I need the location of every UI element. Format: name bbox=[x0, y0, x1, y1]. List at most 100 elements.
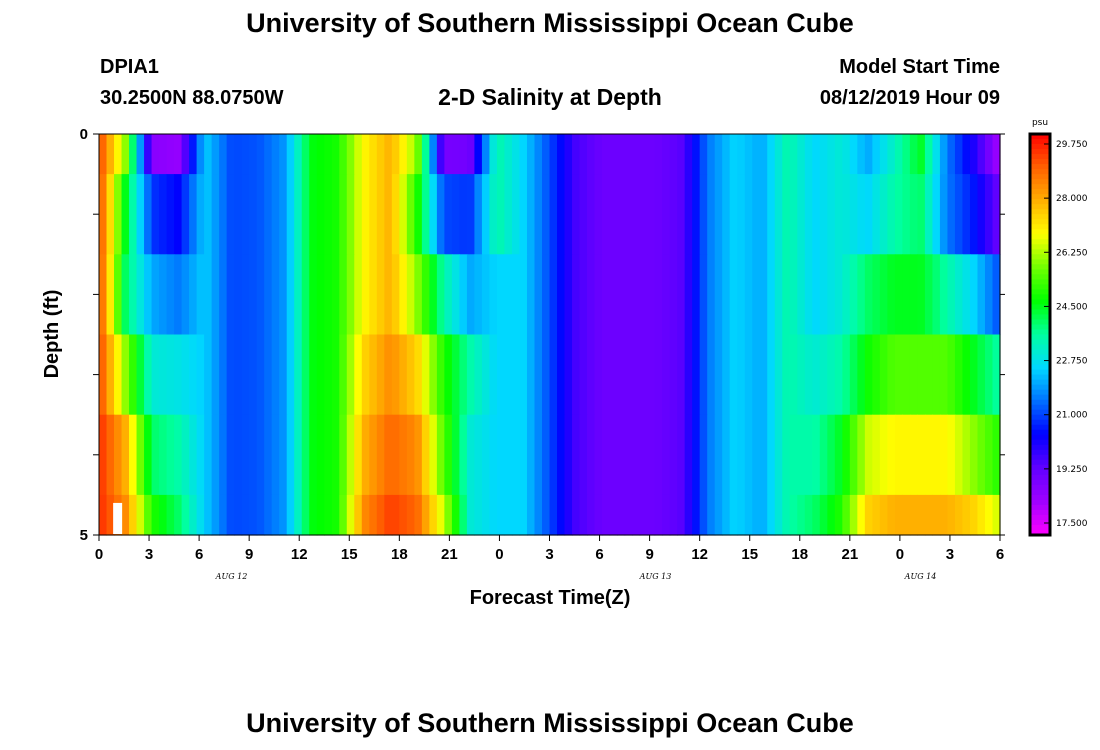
heatmap-cell bbox=[737, 174, 746, 255]
heatmap-cell bbox=[789, 334, 798, 416]
heatmap-cell bbox=[617, 254, 626, 336]
heatmap-cell bbox=[181, 174, 190, 255]
heatmap-cell bbox=[782, 254, 791, 336]
colorbar-swatch bbox=[1030, 319, 1050, 326]
heatmap-cell bbox=[729, 414, 738, 496]
heatmap-cell bbox=[594, 414, 603, 496]
heatmap-cell bbox=[587, 334, 596, 416]
heatmap-cell bbox=[504, 494, 513, 536]
heatmap-cell bbox=[669, 134, 678, 175]
heatmap-cell bbox=[722, 134, 731, 175]
heatmap-cell bbox=[339, 494, 348, 536]
heatmap-cell bbox=[421, 254, 430, 336]
heatmap-cell bbox=[572, 174, 581, 255]
heatmap-cell bbox=[819, 494, 828, 536]
heatmap-cell bbox=[677, 254, 686, 336]
heatmap-cell bbox=[879, 254, 888, 336]
heatmap-cell bbox=[804, 494, 813, 536]
heatmap-cell bbox=[369, 174, 378, 255]
heatmap-cell bbox=[834, 174, 843, 255]
colorbar-swatch bbox=[1030, 354, 1050, 361]
heatmap-cell bbox=[647, 254, 656, 336]
heatmap-cell bbox=[932, 134, 941, 175]
heatmap-cell bbox=[256, 134, 265, 175]
y-axis-title: Depth (ft) bbox=[41, 290, 63, 379]
colorbar-unit: psu bbox=[1032, 118, 1048, 128]
heatmap-cell bbox=[962, 494, 971, 536]
heatmap-cell bbox=[129, 254, 138, 336]
heatmap-cell bbox=[226, 134, 235, 175]
colorbar-swatch bbox=[1030, 249, 1050, 255]
heatmap-cell bbox=[286, 494, 295, 536]
heatmap-cell bbox=[744, 414, 753, 496]
heatmap-cell bbox=[609, 334, 618, 416]
heatmap-cell bbox=[99, 334, 108, 416]
heatmap-cell bbox=[767, 254, 776, 336]
heatmap-cell bbox=[722, 334, 731, 416]
heatmap-cell bbox=[587, 494, 596, 536]
heatmap-cell bbox=[632, 414, 641, 496]
heatmap-cell bbox=[204, 494, 213, 536]
heatmap-cell bbox=[159, 334, 168, 416]
heatmap-cell bbox=[842, 254, 851, 336]
heatmap-cell bbox=[647, 494, 656, 536]
heatmap-cell bbox=[572, 494, 581, 536]
x-tick-label: 6 bbox=[595, 546, 603, 563]
heatmap-cell bbox=[519, 414, 528, 496]
heatmap-cell bbox=[729, 174, 738, 255]
heatmap-cell bbox=[369, 494, 378, 536]
heatmap-cell bbox=[954, 134, 964, 175]
heatmap-cell bbox=[887, 174, 896, 255]
colorbar-swatch bbox=[1030, 199, 1050, 205]
heatmap-cell bbox=[669, 174, 678, 255]
heatmap-cell bbox=[789, 254, 798, 336]
colorbar-swatch bbox=[1030, 179, 1050, 185]
heatmap-cell bbox=[932, 334, 941, 416]
heatmap-cell bbox=[639, 134, 648, 175]
colorbar-swatch bbox=[1030, 419, 1050, 426]
colorbar-swatch bbox=[1030, 334, 1050, 341]
heatmap-cell bbox=[917, 254, 926, 336]
heatmap-cell bbox=[804, 254, 813, 336]
chart-subtitle: 2-D Salinity at Depth bbox=[438, 84, 662, 110]
colorbar-swatch bbox=[1030, 484, 1050, 491]
heatmap-cell bbox=[211, 254, 220, 336]
heatmap-cell bbox=[879, 494, 888, 536]
heatmap-cell bbox=[684, 174, 693, 255]
heatmap-cell bbox=[602, 334, 611, 416]
heatmap-cell bbox=[812, 414, 821, 496]
heatmap-cell bbox=[924, 134, 934, 175]
heatmap-cell bbox=[279, 334, 288, 416]
heatmap-cell bbox=[917, 494, 926, 536]
heatmap-cell bbox=[782, 494, 791, 536]
heatmap-cell bbox=[624, 254, 633, 336]
heatmap-cell bbox=[887, 494, 896, 536]
heatmap-cell bbox=[526, 174, 536, 255]
heatmap-cell bbox=[662, 334, 671, 416]
heatmap-cell bbox=[541, 334, 551, 416]
heatmap-cell bbox=[872, 414, 881, 496]
heatmap-cell bbox=[977, 414, 986, 496]
heatmap-cell bbox=[572, 254, 581, 336]
heatmap-cell bbox=[519, 494, 528, 536]
heatmap-cell bbox=[887, 334, 896, 416]
heatmap-cell bbox=[692, 414, 701, 496]
heatmap-cell bbox=[459, 174, 468, 255]
heatmap-cell bbox=[872, 254, 881, 336]
heatmap-cell bbox=[136, 254, 145, 336]
heatmap-cell bbox=[969, 414, 979, 496]
heatmap-cell bbox=[752, 414, 761, 496]
heatmap-cell bbox=[767, 134, 776, 175]
heatmap-cell bbox=[669, 334, 678, 416]
heatmap-cell bbox=[549, 494, 558, 536]
colorbar-swatch bbox=[1030, 309, 1050, 316]
heatmap-cell bbox=[812, 334, 821, 416]
colorbar-swatch bbox=[1030, 479, 1050, 486]
heatmap-cell bbox=[932, 414, 941, 496]
heatmap-cell bbox=[699, 174, 708, 255]
heatmap-cell bbox=[924, 334, 934, 416]
heatmap-cell bbox=[144, 134, 153, 175]
heatmap-cell bbox=[962, 334, 971, 416]
colorbar-swatch bbox=[1030, 139, 1050, 145]
heatmap-cell bbox=[406, 334, 415, 416]
